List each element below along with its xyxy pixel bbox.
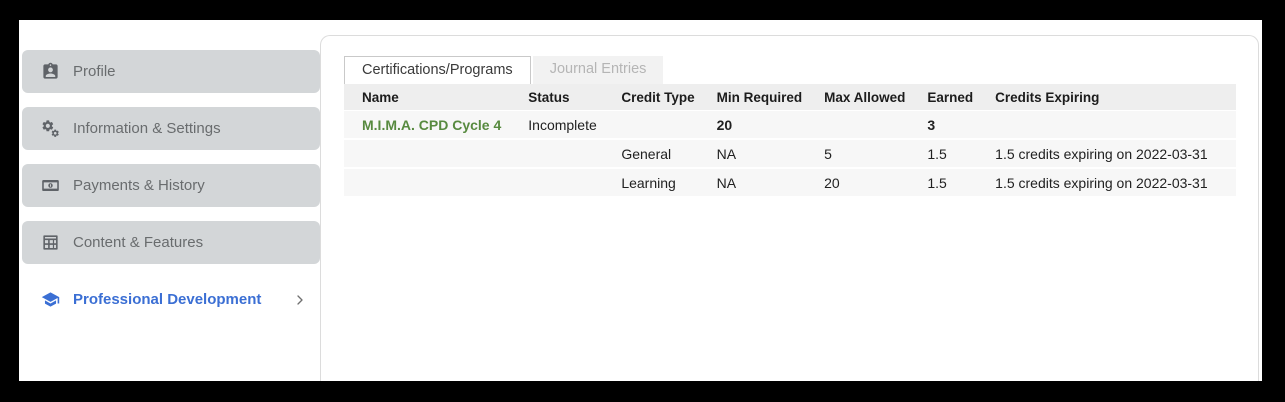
cell-credit-type xyxy=(603,111,699,140)
sidebar-item-payments-history[interactable]: Payments & History xyxy=(22,164,320,207)
cell-earned: 1.5 xyxy=(909,169,978,198)
cell-name xyxy=(344,169,511,198)
sidebar-item-label: Content & Features xyxy=(73,234,204,251)
cell-name-link[interactable]: M.I.M.A. CPD Cycle 4 xyxy=(344,111,511,140)
col-header-earned: Earned xyxy=(909,84,978,111)
tab-certifications-programs[interactable]: Certifications/Programs xyxy=(344,56,531,84)
cell-status xyxy=(510,140,604,169)
graduation-cap-icon xyxy=(40,290,60,310)
cell-min-required: 20 xyxy=(698,111,807,140)
col-header-credits-expiring: Credits Expiring xyxy=(977,84,1236,111)
cell-min-required: NA xyxy=(698,140,807,169)
sidebar-item-profile[interactable]: Profile xyxy=(22,50,320,93)
col-header-min-required: Min Required xyxy=(698,84,807,111)
cell-min-required: NA xyxy=(698,169,807,198)
cell-max-allowed xyxy=(806,111,910,140)
cell-earned: 3 xyxy=(909,111,978,140)
cell-max-allowed: 5 xyxy=(806,140,910,169)
col-header-credit-type: Credit Type xyxy=(603,84,699,111)
chevron-right-icon xyxy=(292,292,308,308)
table-row: Learning NA 20 1.5 1.5 credits expiring … xyxy=(344,169,1236,198)
col-header-status: Status xyxy=(510,84,604,111)
table-header-row: Name Status Credit Type Min Required Max… xyxy=(344,84,1236,111)
grid-icon xyxy=(40,233,60,253)
cell-earned: 1.5 xyxy=(909,140,978,169)
sidebar-item-label: Professional Development xyxy=(73,291,262,308)
cell-credits-expiring: 1.5 credits expiring on 2022-03-31 xyxy=(977,140,1236,169)
profile-badge-icon xyxy=(40,62,60,82)
sidebar-item-label: Profile xyxy=(73,63,116,80)
cell-max-allowed: 20 xyxy=(806,169,910,198)
sidebar-item-label: Information & Settings xyxy=(73,120,221,137)
cell-credits-expiring: 1.5 credits expiring on 2022-03-31 xyxy=(977,169,1236,198)
table-row: General NA 5 1.5 1.5 credits expiring on… xyxy=(344,140,1236,169)
table-row: M.I.M.A. CPD Cycle 4 Incomplete 20 3 xyxy=(344,111,1236,140)
certifications-table: Name Status Credit Type Min Required Max… xyxy=(344,84,1236,198)
cell-credit-type: General xyxy=(603,140,699,169)
sidebar-item-information-settings[interactable]: Information & Settings xyxy=(22,107,320,150)
main-panel: Certifications/Programs Journal Entries … xyxy=(320,35,1259,381)
cell-credits-expiring xyxy=(977,111,1236,140)
cell-credit-type: Learning xyxy=(603,169,699,198)
tab-bar: Certifications/Programs Journal Entries xyxy=(344,56,664,84)
sidebar-item-label: Payments & History xyxy=(73,177,205,194)
banknote-icon xyxy=(40,176,60,196)
tab-journal-entries[interactable]: Journal Entries xyxy=(532,56,664,84)
cell-status: Incomplete xyxy=(510,111,604,140)
cell-status xyxy=(510,169,604,198)
page-background: Profile Information & Settings Payments … xyxy=(19,20,1262,381)
col-header-max-allowed: Max Allowed xyxy=(806,84,910,111)
gears-icon xyxy=(40,119,60,139)
cell-name xyxy=(344,140,511,169)
sidebar-item-content-features[interactable]: Content & Features xyxy=(22,221,320,264)
col-header-name: Name xyxy=(344,84,511,111)
sidebar-item-professional-development[interactable]: Professional Development xyxy=(22,278,320,321)
